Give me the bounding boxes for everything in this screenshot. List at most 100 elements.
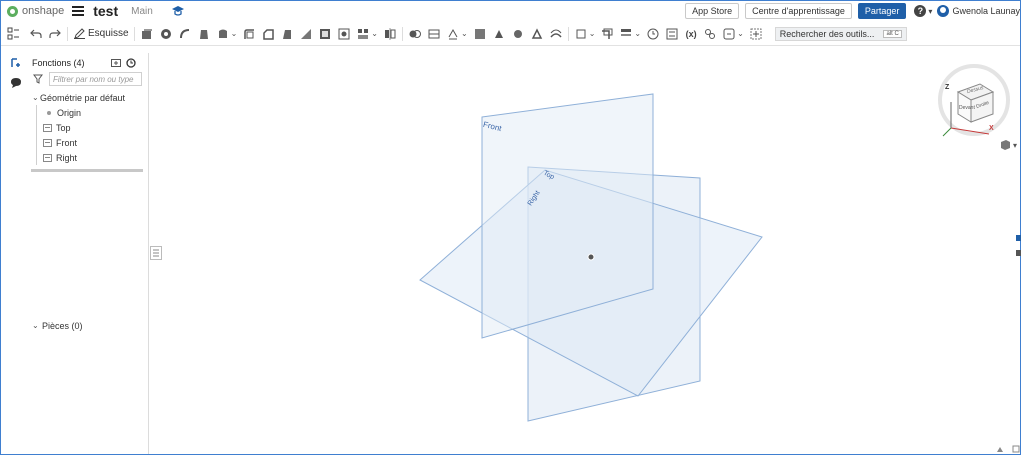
pattern-dropdown-icon[interactable]: ⌄	[371, 29, 378, 38]
split-icon[interactable]	[427, 27, 441, 41]
branch-name[interactable]: Main	[131, 5, 153, 17]
help-dropdown-icon[interactable]: ▾	[928, 6, 933, 16]
search-shortcut-badge: alt C	[883, 29, 902, 38]
view-cube-front-face[interactable]: Devant	[959, 105, 975, 111]
plane-icon	[43, 138, 52, 147]
user-avatar[interactable]	[937, 5, 950, 17]
assembly-icon[interactable]	[703, 27, 717, 41]
right-panel-tabs[interactable]	[1014, 234, 1021, 264]
transform-icon[interactable]	[446, 27, 460, 41]
feature-toolbar: Esquisse ⌄ ⌄ ⌄ ⌄ ⌄ (x) ⌄ Rechercher des …	[1, 22, 1020, 46]
front-plane[interactable]	[481, 93, 654, 339]
search-tools-input[interactable]: Rechercher des outils... alt C	[774, 26, 907, 41]
search-tools-placeholder: Rechercher des outils...	[779, 28, 875, 39]
feature-item-origin[interactable]: Origin	[31, 105, 145, 120]
undo-icon[interactable]	[29, 27, 43, 41]
shell-icon[interactable]	[318, 27, 332, 41]
pencil-icon	[74, 28, 85, 39]
feature-list-title: Fonctions (4)	[32, 58, 85, 68]
default-planes-svg	[419, 93, 763, 422]
frame-icon[interactable]	[619, 27, 633, 41]
feature-item-label: Origin	[57, 107, 82, 118]
feature-item-label: Right	[56, 152, 78, 163]
feature-list-toggle-icon[interactable]	[6, 27, 20, 41]
thicken-icon[interactable]	[216, 27, 230, 41]
transform-dropdown-icon[interactable]: ⌄	[460, 29, 468, 38]
view-options-icon[interactable]: ▾	[999, 140, 1019, 150]
graphics-viewport[interactable]: Front Top Right	[150, 47, 1020, 454]
custom-feature-icon[interactable]	[722, 27, 736, 41]
feature-list-scrollbar[interactable]	[31, 169, 143, 172]
logo-text: onshape	[22, 5, 65, 17]
parts-list-header[interactable]: ⌄ Pièces (0)	[31, 318, 83, 333]
feature-list-panel: Fonctions (4) ⌄ Géométrie par défaut Ori…	[31, 53, 149, 454]
feature-tree: ⌄ Géométrie par défaut Origin Top Front …	[31, 90, 145, 165]
learning-center-button[interactable]: Centre d'apprentissage	[745, 3, 852, 19]
feature-item-top[interactable]: Top	[31, 120, 145, 135]
linear-pattern-icon[interactable]	[356, 27, 370, 41]
add-custom-feature-icon[interactable]	[749, 27, 763, 41]
add-feature-icon[interactable]	[9, 55, 23, 69]
loft-icon[interactable]	[197, 27, 211, 41]
menu-icon[interactable]	[72, 6, 85, 16]
sketch-button[interactable]: Esquisse	[74, 28, 129, 39]
document-title[interactable]: test	[93, 3, 119, 19]
header-actions: App Store Centre d'apprentissage Partage…	[679, 1, 1020, 21]
configuration-icon[interactable]	[665, 27, 679, 41]
origin-point-icon	[47, 110, 51, 115]
history-clock-icon[interactable]	[126, 58, 136, 68]
bottom-right-icons[interactable]	[995, 444, 1021, 454]
chamfer-icon[interactable]	[261, 27, 275, 41]
delete-part-icon[interactable]	[473, 27, 487, 41]
hole-icon[interactable]	[337, 27, 351, 41]
plane-icon	[43, 153, 52, 162]
default-geometry-label: Géométrie par défaut	[40, 92, 126, 103]
feature-item-front[interactable]: Front	[31, 135, 145, 150]
fillet-icon[interactable]	[242, 27, 256, 41]
feature-filter-row	[31, 72, 144, 86]
feature-filter-input[interactable]	[49, 72, 142, 86]
app-store-button[interactable]: App Store	[685, 3, 740, 19]
offset-surface-icon[interactable]	[549, 27, 563, 41]
move-face-icon[interactable]	[511, 27, 525, 41]
measure-clock-icon[interactable]	[646, 27, 660, 41]
origin-point-icon[interactable]	[587, 253, 595, 261]
sheet-metal-icon[interactable]	[600, 27, 614, 41]
view-cube[interactable]: Z X Dessus Devant Droite	[931, 62, 1015, 150]
replace-face-icon[interactable]	[530, 27, 544, 41]
modify-fillet-icon[interactable]	[492, 27, 506, 41]
extrude-icon[interactable]	[140, 27, 154, 41]
sweep-icon[interactable]	[178, 27, 192, 41]
more-dropdown-icon[interactable]: ⌄	[230, 29, 238, 38]
panel-collapse-list-icon[interactable]	[149, 245, 163, 261]
chevron-down-icon[interactable]: ⌄	[32, 321, 39, 330]
mirror-icon[interactable]	[383, 27, 397, 41]
rollback-bar-icon[interactable]	[111, 58, 121, 68]
filter-funnel-icon[interactable]	[33, 74, 43, 84]
comments-icon[interactable]	[9, 75, 23, 89]
help-icon[interactable]: ?	[914, 5, 927, 17]
revolve-icon[interactable]	[159, 27, 173, 41]
axis-x-label: X	[989, 125, 994, 132]
draft-icon[interactable]	[280, 27, 294, 41]
feature-item-label: Top	[56, 122, 71, 133]
default-geometry-group[interactable]: ⌄ Géométrie par défaut	[31, 90, 145, 105]
user-name[interactable]: Gwenola Launay	[952, 6, 1020, 16]
redo-icon[interactable]	[48, 27, 62, 41]
chevron-down-icon[interactable]: ⌄	[32, 93, 39, 102]
plane-icon	[43, 123, 52, 132]
rib-icon[interactable]	[299, 27, 313, 41]
share-button[interactable]: Partager	[857, 3, 907, 19]
boolean-icon[interactable]	[408, 27, 422, 41]
feature-item-right[interactable]: Right	[31, 150, 145, 165]
variable-icon[interactable]: (x)	[685, 28, 697, 39]
plane-tool-icon[interactable]	[574, 27, 588, 41]
frame-dropdown-icon[interactable]: ⌄	[634, 29, 642, 38]
onshape-logo[interactable]: onshape	[7, 5, 64, 17]
toolbar-divider	[133, 26, 135, 41]
custom-feature-dropdown-icon[interactable]: ⌄	[737, 29, 744, 38]
plane-dropdown-icon[interactable]: ⌄	[588, 29, 596, 38]
toolbar-divider	[401, 26, 403, 41]
axis-z-label: Z	[945, 84, 950, 91]
learning-graduation-cap-icon[interactable]	[171, 5, 185, 17]
